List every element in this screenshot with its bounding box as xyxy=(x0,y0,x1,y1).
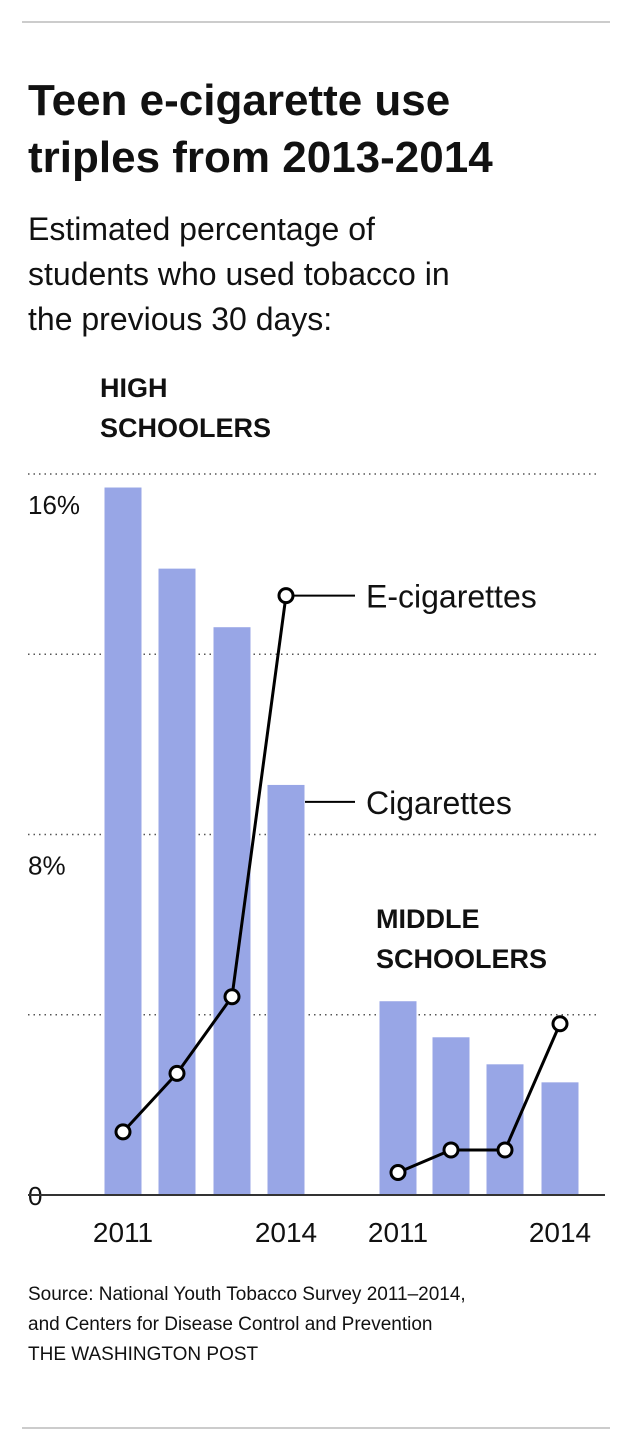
line xyxy=(121,595,288,1133)
chart-title: triples from 2013-2014 xyxy=(28,133,493,182)
chart-title: Teen e-cigarette use xyxy=(28,76,450,125)
chart-subtitle: Estimated percentage of xyxy=(28,211,375,247)
x-tick-label: 2011 xyxy=(93,1217,153,1248)
x-tick-label: 2014 xyxy=(529,1217,591,1248)
panel-label: SCHOOLERS xyxy=(376,944,547,974)
bar xyxy=(541,1082,579,1195)
bar xyxy=(104,487,142,1195)
panel-label: SCHOOLERS xyxy=(100,413,271,443)
point xyxy=(389,1163,407,1181)
source: Source: National Youth Tobacco Survey 20… xyxy=(28,1284,466,1305)
bar xyxy=(379,1001,417,1195)
point xyxy=(496,1141,514,1159)
x-tick-label: 2014 xyxy=(255,1217,317,1248)
line xyxy=(397,1023,562,1174)
series-label: Cigarettes xyxy=(366,785,512,821)
chart-subtitle: students who used tobacco in xyxy=(28,256,450,292)
point xyxy=(114,1123,132,1141)
point xyxy=(223,988,241,1006)
x-tick-label: 2011 xyxy=(368,1217,428,1248)
point xyxy=(277,587,295,605)
panel-label: MIDDLE xyxy=(376,904,480,934)
point xyxy=(442,1141,460,1159)
point xyxy=(551,1015,569,1033)
source: THE WASHINGTON POST xyxy=(28,1344,259,1365)
panel-label: HIGH xyxy=(100,373,168,403)
bar xyxy=(267,784,305,1195)
source: and Centers for Disease Control and Prev… xyxy=(28,1314,433,1335)
bar xyxy=(486,1064,524,1195)
y-tick-label: 8% xyxy=(28,851,66,881)
series-label: E-cigarettes xyxy=(366,579,537,615)
bar xyxy=(158,568,196,1195)
point xyxy=(168,1064,186,1082)
chart-subtitle: the previous 30 days: xyxy=(28,301,332,337)
y-tick-label: 16% xyxy=(28,490,80,520)
bar xyxy=(432,1037,470,1195)
